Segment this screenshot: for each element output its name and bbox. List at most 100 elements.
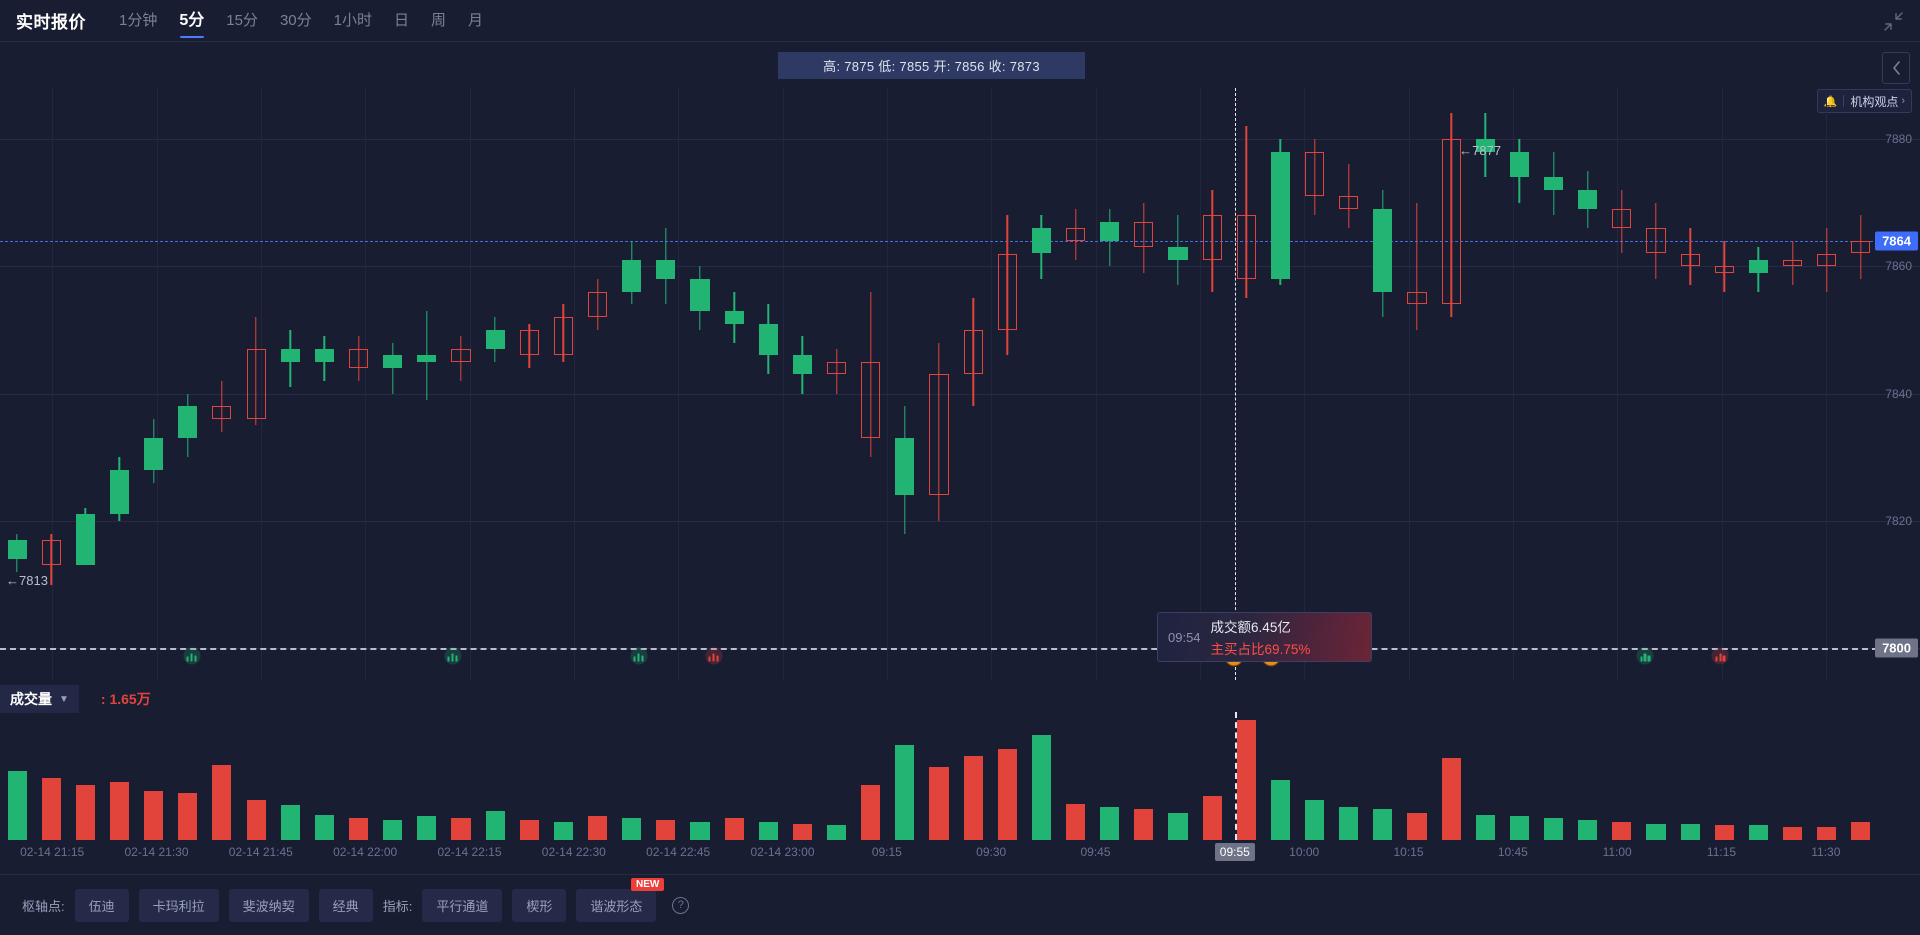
chevron-right-icon: ›: [1901, 95, 1905, 107]
volume-bar: [1407, 812, 1427, 840]
candle-body: [1066, 228, 1086, 241]
candle-wick: [938, 342, 940, 521]
collapse-arrows-icon[interactable]: [1882, 10, 1904, 32]
pivot-chip-2[interactable]: 斐波纳契: [228, 888, 309, 922]
indicator-chip-1[interactable]: 楔形: [512, 888, 567, 922]
volume-bar: [1031, 734, 1051, 840]
timeframe-tab-6[interactable]: 周: [430, 11, 446, 29]
candlestick: [929, 88, 949, 680]
timeframe-tab-7[interactable]: 月: [468, 11, 484, 29]
signal-bar: [641, 655, 644, 662]
candlestick: [1646, 88, 1666, 680]
candle-wick: [835, 348, 838, 394]
question-mark-icon[interactable]: ?: [672, 896, 690, 914]
side-panel-collapse-button[interactable]: [1882, 52, 1910, 84]
candlestick: [1100, 88, 1120, 680]
candle-body: [656, 259, 676, 279]
volume-bar: [1544, 818, 1564, 840]
grid-line-vertical: [886, 88, 888, 680]
signal-bar: [186, 656, 189, 662]
timeframe-tab-4[interactable]: 1小时: [333, 11, 372, 29]
volume-bar: [212, 765, 232, 840]
candle-wick: [1143, 202, 1145, 273]
pivot-chip-0[interactable]: 伍迪: [74, 888, 129, 922]
candlestick: [997, 88, 1017, 680]
candle-body: [724, 310, 744, 324]
volume-indicator-select[interactable]: 成交量 ▼: [0, 685, 79, 713]
candle-body: [1783, 259, 1803, 267]
indicator-chip-2[interactable]: 谐波形态 NEW: [576, 877, 665, 922]
candle-wick: [1860, 215, 1862, 279]
x-axis-tick-label: 02-14 21:30: [124, 845, 189, 859]
volume-bar: [1578, 820, 1598, 840]
volume-bar: [1748, 825, 1769, 840]
candlestick: [1817, 88, 1837, 680]
volume-bar: [622, 818, 642, 840]
signal-bars-icon[interactable]: [183, 647, 201, 665]
current-price-line: [0, 240, 1878, 242]
signal-bars-icon[interactable]: [444, 647, 462, 665]
candlestick: [1407, 88, 1427, 680]
timeframe-tab-2[interactable]: 15分: [226, 11, 258, 29]
candlestick: [690, 88, 710, 680]
volume-chart[interactable]: [0, 712, 1920, 840]
institution-view-label: 机构观点: [1850, 94, 1899, 109]
current-price-badge: 7864: [1875, 231, 1918, 251]
timeframe-tab-0[interactable]: 1分钟: [119, 11, 158, 29]
signal-bars-icon[interactable]: [630, 647, 648, 665]
candle-body: [1680, 253, 1700, 267]
candle-body: [246, 348, 266, 419]
candle-body: [41, 539, 61, 566]
signal-bar: [1647, 655, 1651, 662]
signal-bars-icon[interactable]: [705, 647, 723, 665]
indicator-chip-0[interactable]: 平行通道: [422, 888, 503, 922]
institution-view-button[interactable]: 🔔 机构观点 ›: [1816, 89, 1912, 113]
divider: [1843, 95, 1845, 107]
signal-bar: [1722, 655, 1726, 662]
volume-tooltip-body: 成交额6.45亿 主买占比69.75%: [1211, 616, 1311, 658]
signal-bars-icon[interactable]: [1636, 647, 1654, 665]
volume-bar: [144, 790, 164, 840]
volume-bar: [656, 820, 676, 840]
candle-body: [1134, 221, 1154, 248]
pivot-chip-3[interactable]: 经典: [318, 888, 373, 922]
candle-body: [587, 291, 608, 318]
grid-line-vertical: [1199, 88, 1201, 680]
indicator-label: 指标:: [382, 898, 413, 914]
new-badge: NEW: [631, 877, 665, 891]
timeframe-tab-5[interactable]: 日: [393, 11, 409, 29]
ohlc-tooltip: 高: 7875 低: 7855 开: 7856 收: 7873: [778, 52, 1085, 79]
volume-bar: [929, 767, 949, 840]
grid-line-vertical: [782, 88, 784, 680]
grid-line-vertical: [678, 88, 680, 680]
candlestick: [1270, 88, 1290, 680]
volume-bar: [1783, 827, 1803, 840]
x-axis-tick-label: 02-14 22:30: [541, 845, 606, 859]
candle-wick: [357, 336, 360, 381]
timeframe-tab-1[interactable]: 5分: [168, 0, 215, 42]
candlestick: [1680, 88, 1700, 680]
candlestick: [827, 88, 847, 680]
candle-body: [1407, 291, 1427, 305]
candlestick: [417, 88, 437, 680]
signal-bar: [1719, 653, 1722, 662]
volume-bar: [895, 745, 915, 840]
x-axis: 02-14 21:15 02-14 21:30 02-14 21:45 02-14 2…: [0, 840, 1920, 866]
pivot-chip-1[interactable]: 卡玛利拉: [138, 888, 219, 922]
pivot-points-label: 枢轴点:: [22, 898, 65, 914]
signal-bar: [447, 656, 450, 662]
candlestick: [1544, 88, 1564, 680]
candlestick: [1509, 88, 1530, 680]
candlestick: [724, 88, 744, 680]
candle-wick: [1006, 215, 1008, 356]
timeframe-tab-3[interactable]: 30分: [279, 11, 312, 29]
candlestick: [1748, 88, 1769, 680]
chevron-left-icon: [1892, 61, 1900, 75]
signal-bar: [190, 653, 193, 662]
candlestick: [963, 88, 983, 680]
signal-bars-icon[interactable]: [1711, 647, 1729, 665]
grid-line-vertical: [469, 88, 471, 680]
volume-bar: [1373, 809, 1393, 840]
